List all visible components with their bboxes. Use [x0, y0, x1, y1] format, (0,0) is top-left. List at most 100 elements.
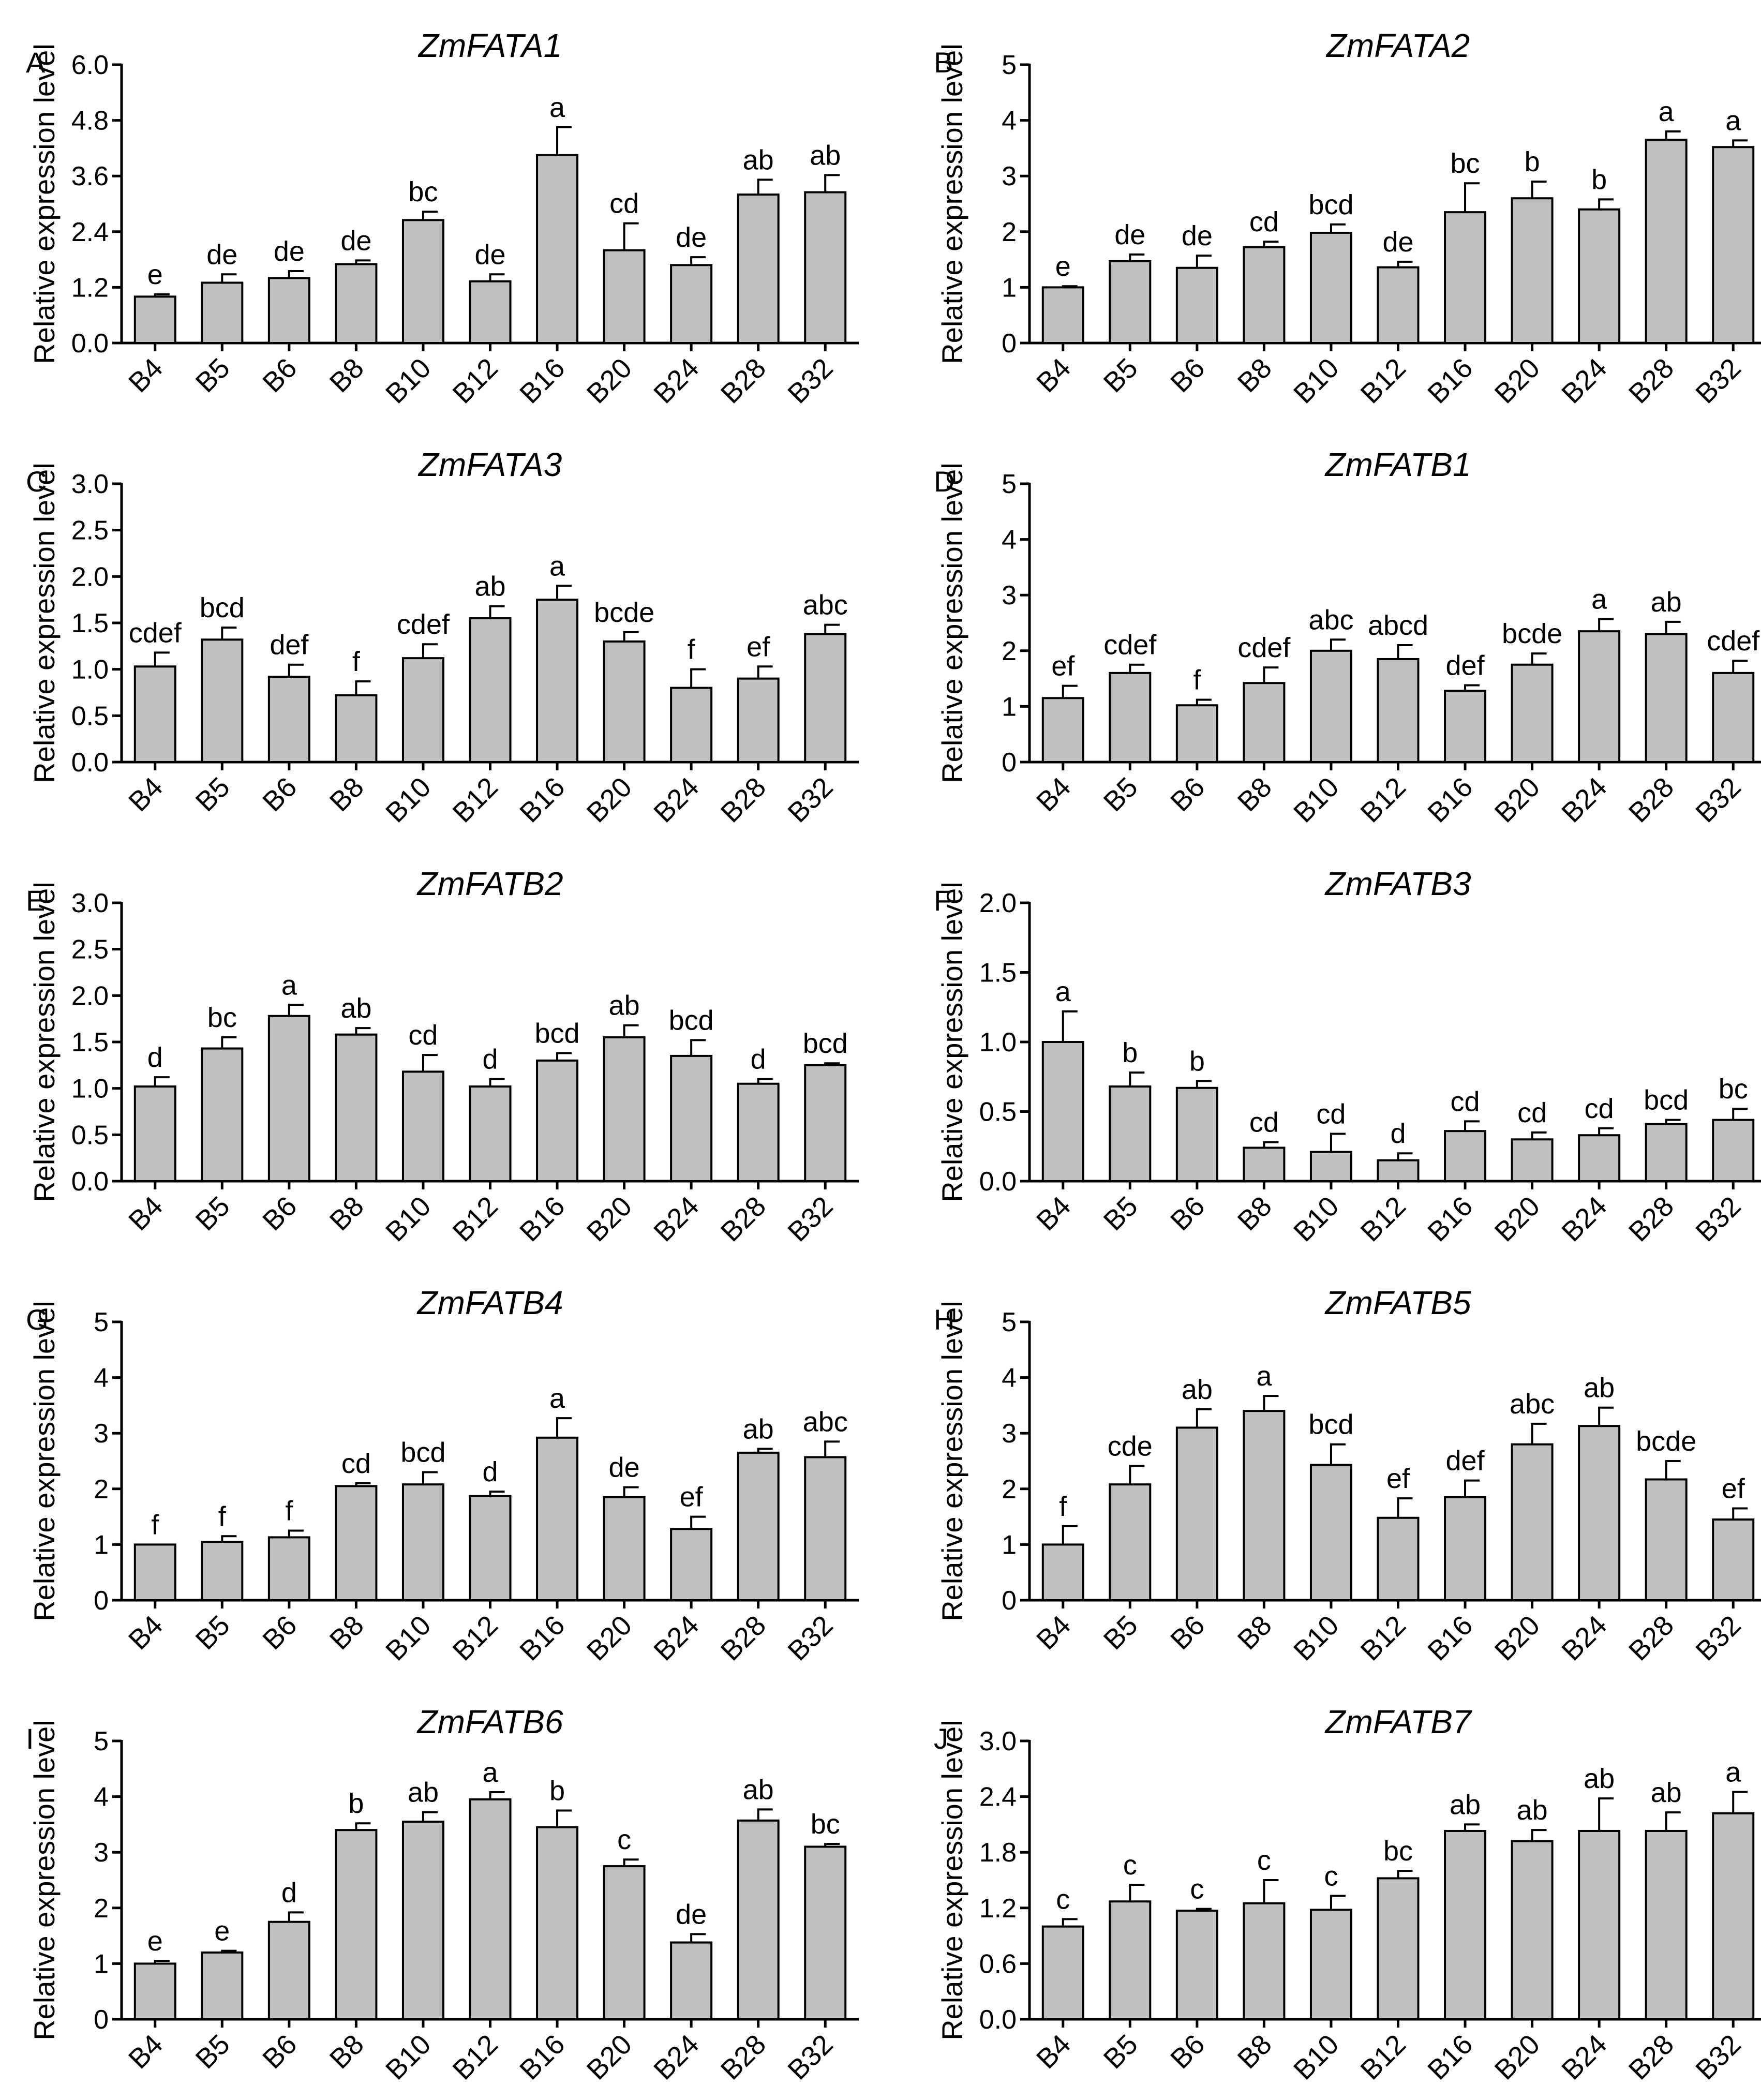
- y-tick-label: 1.0: [71, 655, 109, 685]
- panel-letter: I: [26, 1722, 34, 1755]
- x-tick-label: B12: [1355, 1610, 1412, 1666]
- panel-e: E ZmFATB2 Relative expression level 0.0 0.5 1…: [26, 865, 859, 1247]
- bar: [1712, 1518, 1755, 1601]
- significance-label: ab: [340, 993, 371, 1024]
- significance-label: cd: [1517, 1097, 1547, 1128]
- significance-label: d: [281, 1877, 297, 1908]
- bar: [737, 677, 780, 763]
- bar: [201, 281, 244, 345]
- significance-label: d: [147, 1042, 163, 1073]
- significance-label: d: [1390, 1118, 1406, 1149]
- bar: [1377, 1516, 1420, 1601]
- y-tick-label: 2: [1002, 1475, 1017, 1505]
- x-tick-label: B6: [257, 1610, 303, 1656]
- bar: [267, 676, 310, 763]
- bar: [133, 665, 176, 763]
- y-tick-label: 0.6: [979, 1949, 1017, 1979]
- x-tick-label: B10: [1288, 1610, 1345, 1666]
- significance-label: ab: [1182, 1374, 1213, 1405]
- bar: [1175, 1910, 1218, 2020]
- x-tick-label: B4: [123, 2029, 169, 2075]
- bar: [1309, 1464, 1352, 1601]
- x-tick-label: B28: [715, 2029, 772, 2086]
- x-tick-label: B12: [447, 1190, 504, 1247]
- panel-letter: F: [934, 884, 951, 917]
- significance-label: abc: [1308, 604, 1353, 635]
- y-tick-label: 4: [1002, 1363, 1017, 1393]
- bar: [1712, 672, 1755, 763]
- significance-label: f: [688, 634, 696, 665]
- x-tick-label: B5: [1098, 352, 1144, 398]
- bar: [1444, 1829, 1487, 2021]
- y-tick-label: 3.0: [71, 469, 109, 499]
- chart-title: ZmFATA3: [417, 446, 562, 483]
- x-tick-label: B28: [1623, 2029, 1680, 2086]
- y-tick-label: 0.5: [979, 1097, 1017, 1127]
- bar: [1511, 663, 1554, 763]
- significance-label: bc: [1719, 1074, 1748, 1105]
- bar: [267, 1015, 310, 1182]
- panel-i: I ZmFATB6 Relative expression level 0 1 2 3 4 5 e…: [26, 1703, 859, 2086]
- bar: [335, 1033, 378, 1182]
- significance-label: f: [218, 1501, 227, 1532]
- y-tick-label: 3: [1002, 161, 1017, 191]
- x-tick-label: B12: [1355, 771, 1412, 828]
- y-axis-label: Relative expression level: [28, 463, 61, 783]
- significance-label: de: [474, 239, 505, 270]
- x-tick-label: B24: [1556, 1190, 1613, 1247]
- y-tick-label: 3.0: [979, 1726, 1017, 1756]
- panel-g: G ZmFATB4 Relative expression level 0 1 2 3 4 5 f…: [26, 1284, 859, 1666]
- bar: [1041, 1925, 1084, 2021]
- x-tick-label: B24: [1556, 352, 1613, 409]
- x-tick-label: B16: [514, 1610, 571, 1666]
- bar: [536, 154, 579, 344]
- y-axis-label: Relative expression level: [936, 1720, 968, 2040]
- y-axis-label: Relative expression level: [28, 1301, 61, 1621]
- x-tick-label: B12: [447, 1610, 504, 1666]
- significance-label: e: [147, 1926, 163, 1957]
- x-tick-label: B28: [715, 771, 772, 828]
- bar: [1109, 1085, 1152, 1183]
- y-tick-label: 5: [1002, 469, 1017, 499]
- bar: [737, 193, 780, 344]
- y-axis-label: Relative expression level: [28, 43, 61, 364]
- x-tick-label: B8: [324, 1190, 370, 1237]
- x-tick-label: B5: [1098, 1190, 1144, 1237]
- bar: [335, 1829, 378, 2020]
- bar: [1377, 1877, 1420, 2020]
- x-tick-label: B6: [1165, 1190, 1211, 1237]
- bar: [1511, 197, 1554, 344]
- y-axis-label: Relative expression level: [936, 463, 968, 783]
- bar: [603, 1036, 646, 1182]
- x-tick-label: B4: [1031, 1610, 1077, 1656]
- x-tick-label: B20: [581, 2029, 638, 2086]
- significance-label: abc: [1510, 1389, 1555, 1420]
- y-tick-label: 0.0: [71, 1167, 109, 1197]
- bar: [1109, 260, 1152, 344]
- y-tick-label: 2.0: [71, 981, 109, 1011]
- panel-letter: J: [934, 1722, 948, 1755]
- significance-label: a: [482, 1757, 498, 1788]
- x-tick-label: B10: [1288, 771, 1345, 828]
- bar: [335, 1485, 378, 1601]
- y-tick-label: 1: [1002, 273, 1017, 303]
- x-tick-label: B24: [1556, 771, 1613, 828]
- bar: [670, 1941, 713, 2020]
- x-tick-label: B12: [1355, 2029, 1412, 2086]
- significance-label: def: [270, 630, 309, 661]
- y-tick-label: 1.2: [979, 1894, 1017, 1924]
- y-tick-label: 2: [1002, 217, 1017, 247]
- significance-label: d: [751, 1044, 766, 1075]
- significance-label: c: [1056, 1884, 1070, 1915]
- bar: [1243, 1902, 1286, 2020]
- y-tick-label: 1.5: [71, 608, 109, 638]
- y-tick-label: 5: [1002, 1307, 1017, 1337]
- bar: [267, 1536, 310, 1602]
- significance-label: bcd: [400, 1437, 445, 1468]
- bar: [1377, 266, 1420, 344]
- y-axis-label: Relative expression level: [28, 882, 61, 1202]
- bar: [1712, 1119, 1755, 1182]
- y-axis-label: Relative expression level: [936, 43, 968, 364]
- significance-label: de: [676, 222, 707, 253]
- panel-letter: B: [934, 46, 953, 79]
